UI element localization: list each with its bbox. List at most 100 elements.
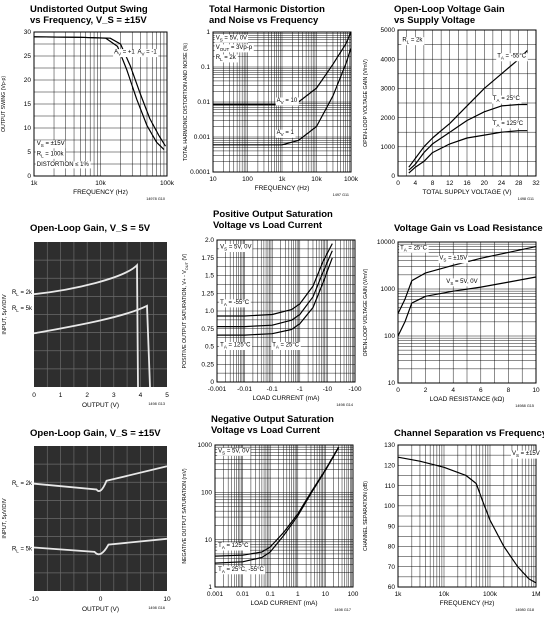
grid [213,32,351,172]
annotation-bg [214,44,254,53]
y-tick-label: 30 [24,29,32,36]
chart-svg: TA​ = 25°C VS​ = ±15V VS​ = 5V, 0V 0 2 4 6 8 10 1… [363,239,540,408]
x-tick-label: 32 [532,180,540,187]
y-tick-label: 1000 [381,144,396,151]
y-tick-label: 15 [24,101,32,108]
x-tick-label: 0 [396,180,400,187]
y-tick-label: 4000 [381,56,396,63]
plot-frame [212,31,352,173]
x-tick-label: 0 [99,596,103,603]
chart-title: Voltage Gain vs Load Resistance [394,223,543,234]
chart-svg: 0 1 2 3 4 5 RL​ = 2k RL​ = 5k OUTPUT (V) INPUT, 5… [2,242,169,409]
x-axis-label: OUTPUT (V) [82,402,119,409]
chart-title-line: Undistorted Output Swing [30,4,148,15]
y-tick-label: 110 [385,483,396,490]
plot-frame [214,444,354,588]
y-tick-label: 1000 [198,442,213,449]
y-axis-label: OPEN-LOOP VOLTAGE GAIN (V/mV) [363,59,369,147]
y-axis-label: INPUT, 5μV/DIV [2,294,8,334]
annotation-label: RL​ = 2k [216,55,237,62]
y-tick-label: 0 [27,173,31,180]
chart-svg: VS​ = 5V, 0V TA​ = -55°C TA​ = 125°C TA​ = … [182,237,362,407]
x-tick-label: 10 [209,176,217,183]
annotation-label: TA​ = 125°C [220,343,251,350]
y-tick-label: 0.01 [197,99,210,106]
y-series-label: RL​ = 5k [12,306,33,313]
annotation-label: VS​ = ±15V [37,141,65,148]
series-line-0 [397,456,537,584]
x-tick-label: 10 [322,591,330,598]
y-tick-label: 1.0 [205,308,214,315]
x-tick-label: 3 [112,392,116,399]
y-axis-label: OUTPUT SWING (Vp-p) [1,76,7,132]
x-tick-label: 10k [95,180,106,187]
chart-positive-saturation: Positive Output Saturation Voltage vs Loa… [181,205,362,410]
x-tick-label: 100 [348,591,359,598]
y-axis-label: TOTAL HARMONIC DISTORTION AND NOISE (%) [183,43,189,161]
plot-frame [33,31,168,177]
x-tick-label: 10k [311,176,322,183]
annotation-label: TA​ = 125°C [218,543,249,550]
annotation-bg [113,49,137,58]
x-tick-label: 10k [439,591,450,598]
x-tick-label: 2 [424,387,428,394]
chart-svg: -10 0 10 RL​ = 2k RL​ = 5k OUTPUT (V) INPUT, 5… [2,446,171,613]
x-axis-label: TOTAL SUPPLY VOLTAGE (V) [423,189,512,196]
annotation-bg [271,342,301,350]
y-axis-label: CHANNEL SEPARATION (dB) [363,481,369,551]
series-line-1 [408,103,528,171]
y-axis-label: INPUT, 5μV/DIV [2,498,8,538]
annotation-label: VS​ = ±15V [439,256,467,263]
x-tick-label: 0 [396,387,400,394]
y-tick-label: 100 [201,490,212,497]
y-tick-label: 0 [210,379,214,386]
series-line-1 [397,276,537,337]
x-tick-label: -1 [297,386,303,393]
x-tick-label: 24 [498,180,506,187]
annotation-label: TA​ = 25°C [493,96,521,103]
annotation-bg [214,54,238,63]
scope-trace [33,304,151,388]
annotation-label: VS​ = 5V, 0V [446,279,477,286]
annotation-bg [275,129,296,138]
annotation-bg [445,278,479,287]
x-tick-label: 12 [446,180,454,187]
y-axis-label: NEGATIVE OUTPUT SATURATION (mV) [182,468,188,564]
series-line-0 [408,49,528,168]
x-tick-label: 5 [165,392,169,399]
annotation-bg [217,566,266,575]
chart-openloop-15v: Open-Loop Gain, V_S = ±15V -10 0 10 RL​ = 2k… [0,410,181,620]
y-tick-label: 20 [24,77,32,84]
x-tick-label: 1M [531,591,540,598]
series-line-0 [217,243,333,317]
chart-openloop-5v: Open-Loop Gain, V_S = 5V 0 1 2 3 4 5 RL​ = 2k RL… [0,205,181,410]
plot-frame [216,239,356,383]
plot-area [215,445,353,587]
y-tick-label: 0.1 [201,64,210,71]
scope-trace [33,465,168,493]
series-line-1 [33,36,167,147]
y-tick-label: 0 [391,173,395,180]
figure-id: 1498 G11 [518,197,534,201]
y-axis-label: POSITIVE OUTPUT SATURATION, V+ - VOUT​ (… [182,253,189,368]
y-tick-label: 10 [388,380,396,387]
plot-frame [397,29,537,177]
x-axis-label: LOAD CURRENT (mA) [250,600,317,607]
series-line-0 [397,246,537,314]
x-tick-label: 8 [431,180,435,187]
chart-title-line: Open-Loop Gain, V_S = 5V [30,223,151,234]
y-tick-label: 25 [24,53,32,60]
chart-title-line: Open-Loop Gain, V_S = ±15V [30,428,161,439]
annotation-label: TA​ = 25°C [272,343,300,350]
x-tick-label: -0.1 [267,386,279,393]
x-axis-label: OUTPUT (V) [82,606,119,613]
annotation-label: VS​ = ±15V [512,451,540,458]
chart-title-line: Voltage vs Load Current [213,220,323,231]
x-axis-label: LOAD CURRENT (mA) [252,395,319,402]
x-tick-label: 10 [532,387,540,394]
x-tick-label: -10 [29,596,39,603]
x-tick-label: 2 [85,392,89,399]
y-tick-label: 10 [205,537,213,544]
annotation-label: TA​ = -55°C [497,54,527,61]
annotation-label: TA​ = 125°C [493,121,524,128]
